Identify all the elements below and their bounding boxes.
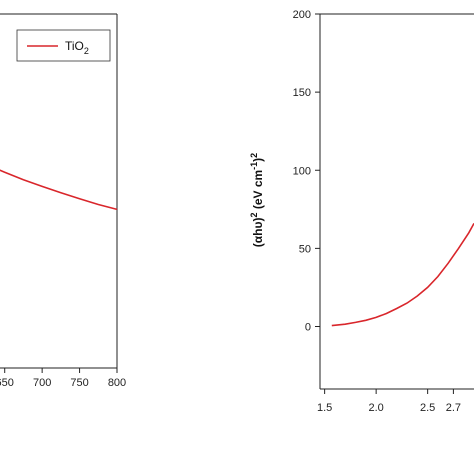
right-x-tick-label: 2.5 (420, 402, 435, 414)
legend-label-base: TiO (65, 39, 84, 53)
right-y-ticks (315, 13, 320, 327)
left-x-tick-label: 750 (70, 377, 88, 389)
tauc-plot-line (331, 223, 474, 327)
legend-box (16, 29, 111, 62)
legend-label: TiO2 (65, 39, 89, 56)
right-y-tick-label: 100 (293, 165, 311, 177)
right-x-ticks (324, 389, 454, 394)
left-x-tick-labels: 650 700 750 800 (0, 377, 126, 389)
right-x-tick-labels: 1.5 2.0 2.5 2.7 (317, 402, 461, 414)
y-title-base: (αhυ) (251, 218, 265, 248)
y-title-sup3: 2 (249, 153, 259, 158)
right-x-tick-label: 2.0 (368, 402, 383, 414)
tio2-absorbance-line (0, 169, 118, 211)
right-y-tick-labels: 0 50 100 150 200 (293, 9, 311, 334)
y-title-sup1: 2 (249, 213, 259, 218)
y-title-sup2: -1 (249, 162, 259, 170)
right-x-tick-label: 2.7 (446, 402, 461, 414)
left-x-tick-label: 700 (33, 377, 51, 389)
legend-label-subscript: 2 (84, 46, 89, 56)
left-x-tick-label: 650 (0, 377, 14, 389)
right-y-tick-label: 50 (299, 243, 311, 255)
left-x-tick-label: 800 (108, 377, 126, 389)
right-y-axis-title: (αhυ)2 (eV cm-1)2 (249, 153, 265, 247)
y-title-end: ) (251, 158, 265, 162)
right-y-tick-label: 150 (293, 87, 311, 99)
right-x-tick-label: 1.5 (317, 402, 332, 414)
right-y-tick-label: 200 (293, 9, 311, 21)
y-title-mid: (eV cm (251, 170, 265, 213)
left-chart-panel: 650 700 750 800 TiO2 (0, 13, 126, 389)
right-y-tick-label: 0 (305, 322, 311, 334)
left-x-ticks (4, 368, 118, 373)
legend: TiO2 (16, 29, 111, 62)
